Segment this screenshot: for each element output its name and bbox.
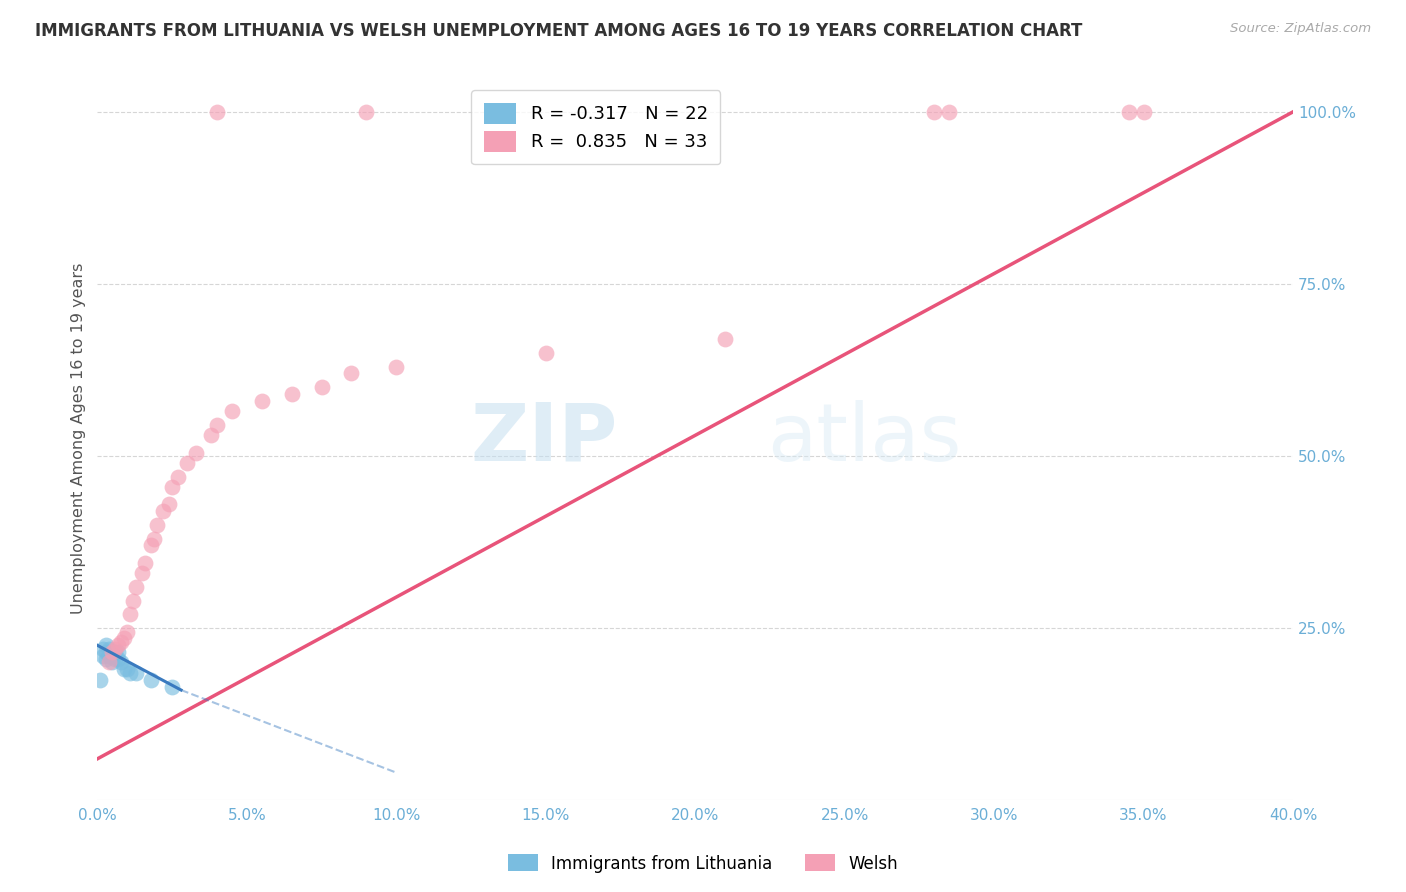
Point <box>160 480 183 494</box>
Point <box>115 662 138 676</box>
Point <box>104 641 127 656</box>
Point <box>112 632 135 646</box>
Point <box>91 641 114 656</box>
Point <box>385 359 408 374</box>
Legend: R = -0.317   N = 22, R =  0.835   N = 33: R = -0.317 N = 22, R = 0.835 N = 33 <box>471 90 720 164</box>
Text: Source: ZipAtlas.com: Source: ZipAtlas.com <box>1230 22 1371 36</box>
Point <box>101 645 124 659</box>
Point <box>101 648 124 663</box>
Point <box>200 428 222 442</box>
Point <box>205 417 228 432</box>
Point <box>141 673 163 687</box>
Text: IMMIGRANTS FROM LITHUANIA VS WELSH UNEMPLOYMENT AMONG AGES 16 TO 19 YEARS CORREL: IMMIGRANTS FROM LITHUANIA VS WELSH UNEMP… <box>35 22 1083 40</box>
Point <box>176 456 198 470</box>
Point <box>101 645 124 659</box>
Legend: Immigrants from Lithuania, Welsh: Immigrants from Lithuania, Welsh <box>501 847 905 880</box>
Point <box>221 404 243 418</box>
Point <box>98 648 121 663</box>
Point <box>125 580 148 594</box>
Text: atlas: atlas <box>766 400 962 478</box>
Text: ZIP: ZIP <box>470 400 617 478</box>
Point <box>120 665 142 680</box>
Point <box>167 469 190 483</box>
Point <box>160 680 183 694</box>
Point <box>141 539 163 553</box>
Point <box>311 380 333 394</box>
Point <box>938 104 960 119</box>
Point <box>122 593 145 607</box>
Point <box>112 662 135 676</box>
Point <box>110 635 132 649</box>
Point <box>107 638 129 652</box>
Point <box>340 367 363 381</box>
Point <box>1132 104 1154 119</box>
Point <box>134 556 156 570</box>
Point <box>101 656 124 670</box>
Point <box>1118 104 1140 119</box>
Point <box>98 656 121 670</box>
Point <box>146 517 169 532</box>
Point <box>205 104 228 119</box>
Point <box>96 638 118 652</box>
Point <box>96 652 118 666</box>
Point <box>152 504 174 518</box>
Point <box>143 532 166 546</box>
Point <box>96 645 118 659</box>
Point <box>91 648 114 663</box>
Point <box>120 607 142 622</box>
Point <box>98 641 121 656</box>
Point <box>110 656 132 670</box>
Point <box>184 445 207 459</box>
Point <box>125 665 148 680</box>
Y-axis label: Unemployment Among Ages 16 to 19 years: Unemployment Among Ages 16 to 19 years <box>72 263 86 615</box>
Point <box>89 673 111 687</box>
Point <box>157 497 180 511</box>
Point <box>131 566 153 580</box>
Point <box>534 345 557 359</box>
Point <box>104 652 127 666</box>
Point <box>280 387 302 401</box>
Point <box>104 645 127 659</box>
Point <box>356 104 378 119</box>
Point <box>107 645 129 659</box>
Point <box>714 332 737 346</box>
Point <box>924 104 946 119</box>
Point <box>107 652 129 666</box>
Point <box>250 393 273 408</box>
Point <box>115 624 138 639</box>
